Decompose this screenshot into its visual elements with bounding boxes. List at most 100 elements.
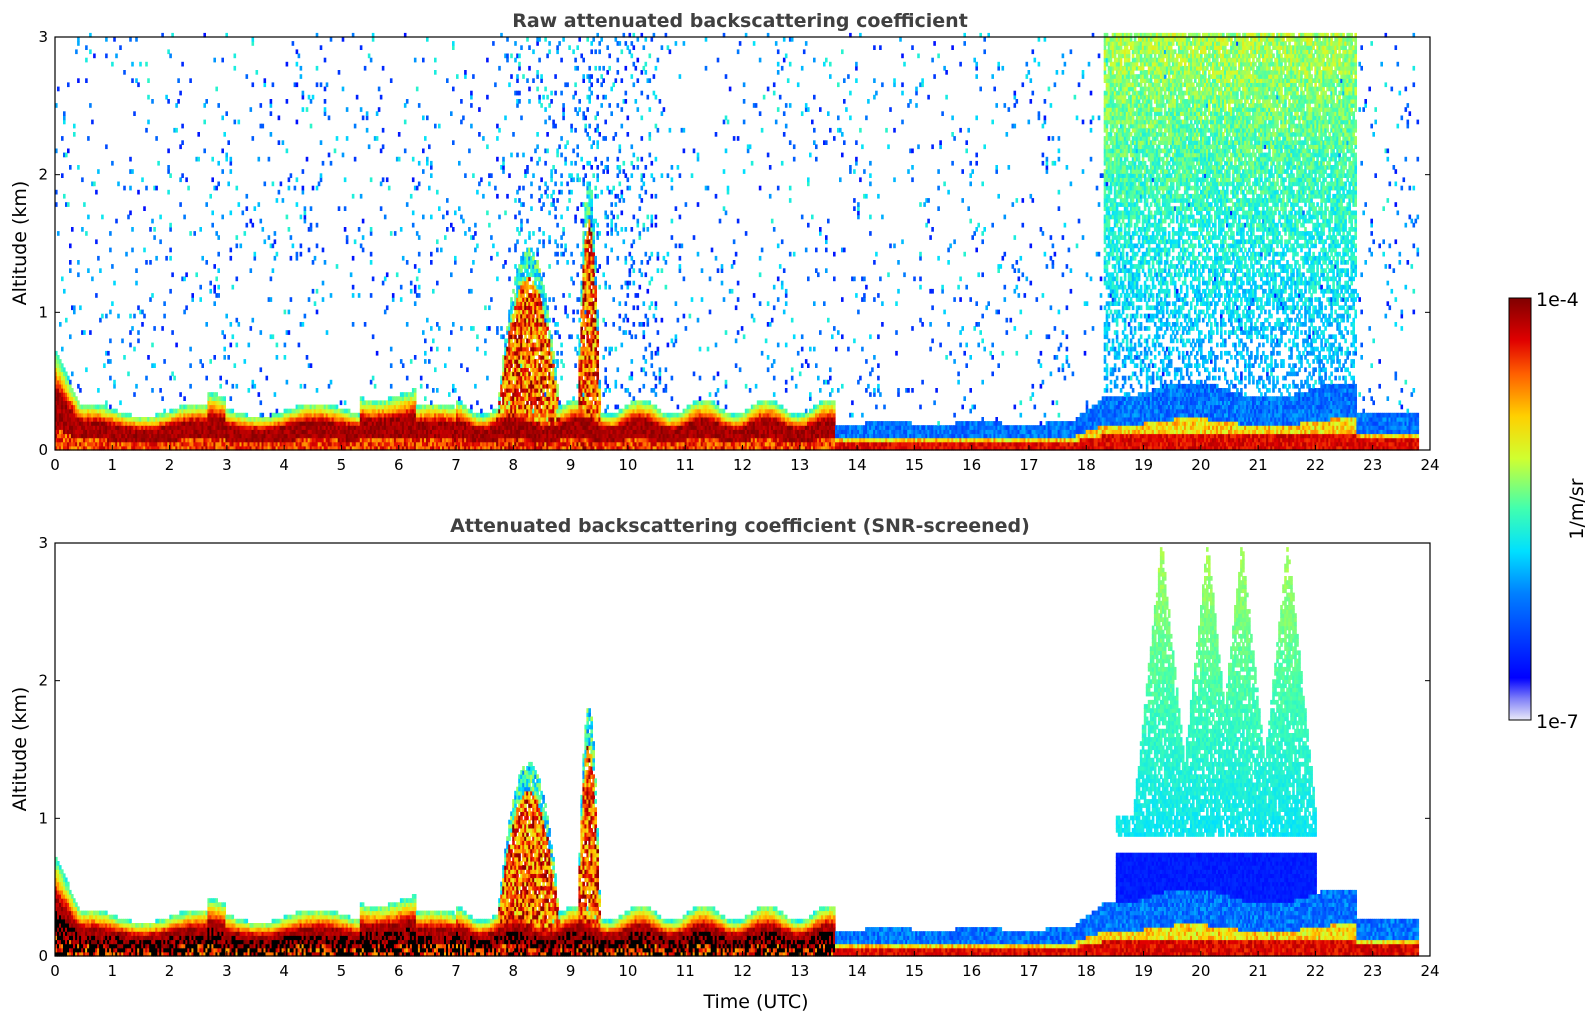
- heatmap-cell: [69, 268, 72, 273]
- heatmap-cell: [322, 248, 325, 253]
- heatmap-cell: [578, 99, 581, 104]
- heatmap-cell: [448, 392, 451, 397]
- heatmap-cell: [386, 272, 389, 277]
- heatmap-cell: [205, 260, 208, 265]
- heatmap-cell: [546, 322, 549, 327]
- heatmap-cell: [484, 351, 487, 356]
- heatmap-cell: [87, 136, 90, 141]
- heatmap-cell: [522, 74, 525, 79]
- heatmap-cell: [588, 95, 591, 100]
- heatmap-cell: [101, 215, 104, 220]
- heatmap-cell: [542, 388, 545, 393]
- heatmap-cell: [115, 54, 118, 59]
- heatmap-cell: [109, 248, 112, 253]
- heatmap-cell: [310, 124, 313, 129]
- heatmap-cell: [562, 116, 565, 121]
- heatmap-cell: [133, 314, 136, 319]
- heatmap-cell: [518, 231, 521, 236]
- heatmap-cell: [362, 396, 365, 401]
- heatmap-cell: [133, 347, 136, 352]
- heatmap-cell: [570, 334, 573, 339]
- heatmap-cell: [570, 173, 573, 178]
- heatmap-cell: [93, 54, 96, 59]
- heatmap-cell: [370, 252, 373, 257]
- heatmap-cell: [117, 314, 120, 319]
- heatmap-cell: [574, 58, 577, 63]
- heatmap-cell: [274, 392, 277, 397]
- heatmap-cell: [452, 405, 455, 410]
- heatmap-cell: [522, 272, 525, 277]
- heatmap-cell: [330, 380, 333, 385]
- heatmap-cell: [386, 177, 389, 182]
- heatmap-cell: [462, 219, 465, 224]
- heatmap-cell: [318, 182, 321, 187]
- heatmap-cell: [298, 343, 301, 348]
- heatmap-cell: [250, 107, 253, 112]
- heatmap-cell: [131, 62, 134, 67]
- heatmap-cell: [448, 347, 451, 352]
- heatmap-cell: [97, 256, 100, 261]
- heatmap-cell: [109, 359, 112, 364]
- heatmap-cell: [223, 400, 226, 405]
- heatmap-cell: [528, 66, 531, 71]
- heatmap-cell: [69, 334, 72, 339]
- heatmap-cell: [502, 264, 505, 269]
- heatmap-cell: [590, 400, 593, 405]
- heatmap-cell: [582, 74, 585, 79]
- heatmap-cell: [410, 194, 413, 199]
- heatmap-cell: [230, 161, 233, 166]
- heatmap-cell: [276, 355, 279, 360]
- heatmap-cell: [209, 289, 212, 294]
- heatmap-cell: [496, 277, 499, 282]
- heatmap-cell: [97, 169, 100, 174]
- heatmap-cell: [197, 157, 200, 162]
- heatmap-cell: [532, 314, 535, 319]
- heatmap-cell: [458, 161, 461, 166]
- heatmap-cell: [552, 198, 555, 203]
- heatmap-cell: [548, 41, 551, 46]
- heatmap-cell: [161, 326, 164, 331]
- heatmap-cell: [227, 140, 230, 145]
- heatmap-cell: [554, 91, 557, 96]
- heatmap-cell: [163, 314, 166, 319]
- heatmap-cell: [418, 268, 421, 273]
- heatmap-cell: [370, 293, 373, 298]
- heatmap-cell: [538, 392, 541, 397]
- heatmap-cell: [264, 78, 267, 83]
- heatmap-cell: [424, 359, 427, 364]
- heatmap-cell: [145, 128, 148, 133]
- heatmap-cell: [372, 376, 375, 381]
- heatmap-cell: [526, 165, 529, 170]
- heatmap-cell: [576, 153, 579, 158]
- heatmap-cell: [578, 318, 581, 323]
- heatmap-cell: [452, 45, 455, 50]
- heatmap-cell: [270, 99, 273, 104]
- heatmap-cell: [560, 235, 563, 240]
- heatmap-cell: [296, 256, 299, 261]
- heatmap-cell: [472, 326, 475, 331]
- heatmap-cell: [400, 297, 403, 302]
- heatmap-cell: [538, 99, 541, 104]
- heatmap-cell: [189, 231, 192, 236]
- heatmap-cell: [528, 45, 531, 50]
- heatmap-cell: [61, 347, 64, 352]
- heatmap-cell: [179, 177, 182, 182]
- raw-backscatter-panel: Raw attenuated backscattering coefficien…: [9, 10, 1440, 474]
- heatmap-cell: [364, 66, 367, 71]
- heatmap-cell: [454, 256, 457, 261]
- heatmap-cell: [414, 388, 417, 393]
- heatmap-cell: [111, 301, 114, 306]
- heatmap-cell: [209, 194, 212, 199]
- heatmap-cell: [187, 186, 190, 191]
- heatmap-cell: [217, 235, 220, 240]
- heatmap-cell: [422, 58, 425, 63]
- heatmap-cell: [428, 186, 431, 191]
- heatmap-cell: [205, 202, 208, 207]
- heatmap-cell: [183, 215, 186, 220]
- heatmap-cell: [171, 272, 174, 277]
- heatmap-cell: [352, 194, 355, 199]
- heatmap-cell: [496, 326, 499, 331]
- heatmap-cell: [468, 227, 471, 232]
- heatmap-cell: [280, 182, 283, 187]
- heatmap-cell: [358, 227, 361, 232]
